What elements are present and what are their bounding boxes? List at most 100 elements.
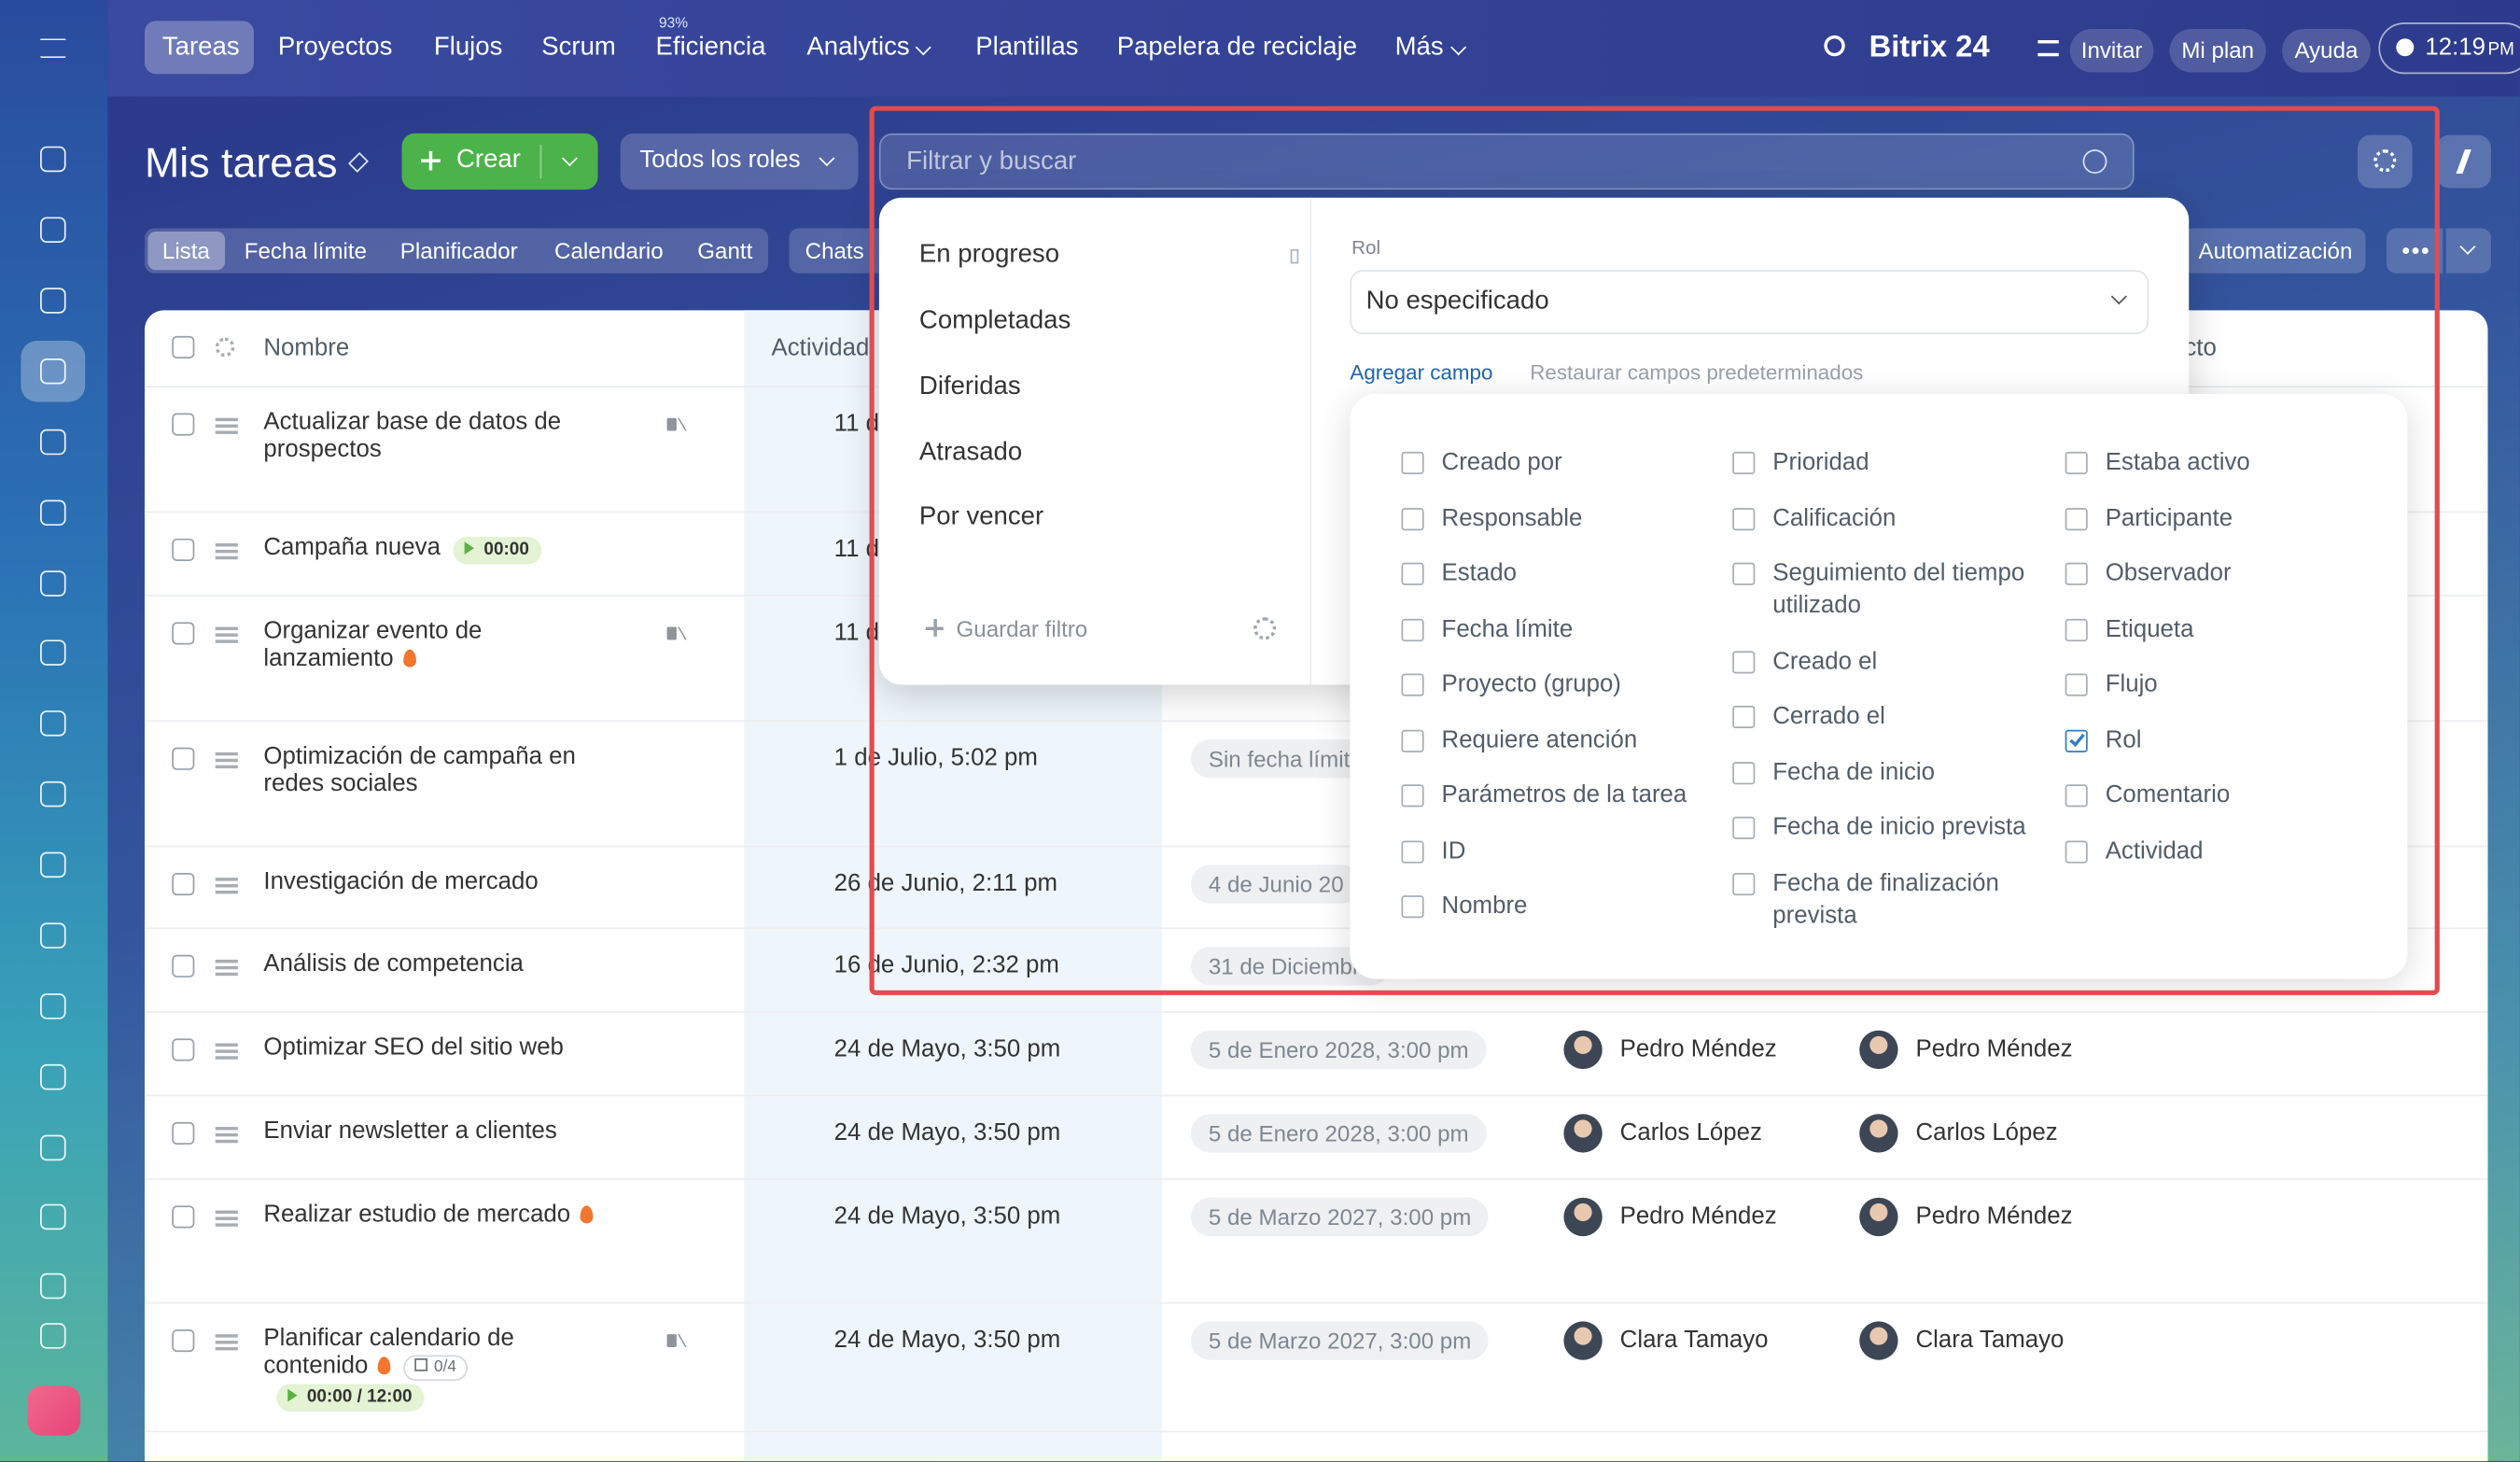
clock[interactable]: 12:19 PM: [2378, 22, 2520, 75]
field-option[interactable]: Fecha límite: [1401, 613, 1722, 645]
responsible-name[interactable]: Clara Tamayo: [1619, 1326, 1769, 1354]
field-option[interactable]: Calificación: [1732, 502, 2053, 534]
view-tab[interactable]: Fecha límite: [244, 237, 368, 264]
checkbox[interactable]: [172, 1038, 195, 1061]
field-option[interactable]: Estado: [1401, 557, 1722, 589]
sidebar-icon[interactable]: [40, 993, 66, 1019]
task-name[interactable]: Investigación de mercado: [263, 868, 609, 895]
sidebar-icon[interactable]: [40, 640, 66, 666]
task-name[interactable]: Enviar newsletter a clientes: [263, 1118, 609, 1145]
search-bar[interactable]: Filtrar y buscar: [878, 133, 2135, 190]
filter-preset[interactable]: Por vencer: [918, 502, 1044, 531]
restore-fields[interactable]: Restaurar campos predeterminados: [1530, 359, 1864, 385]
sidebar-icon[interactable]: [40, 1323, 66, 1349]
deadline-pill[interactable]: 4 de Junio 20: [1190, 865, 1362, 904]
sidebar-icon[interactable]: [40, 499, 66, 527]
nav-item[interactable]: Plantillas: [975, 34, 1079, 62]
automation-button[interactable]: [2436, 134, 2491, 189]
view-tab[interactable]: Planificador: [399, 237, 518, 264]
field-option[interactable]: ID: [1401, 836, 1722, 867]
checkbox[interactable]: [172, 1205, 195, 1229]
checkbox[interactable]: [172, 538, 195, 561]
sidebar-icon[interactable]: [40, 288, 66, 314]
nav-button[interactable]: Invitar: [2069, 28, 2154, 73]
filter-preset[interactable]: En progreso: [918, 241, 1060, 269]
creator-name[interactable]: Carlos López: [1915, 1118, 2058, 1146]
deadline-pill[interactable]: 5 de Marzo 2027, 3:00 pm: [1190, 1197, 1490, 1237]
creator-name[interactable]: Clara Tamayo: [1915, 1326, 2065, 1354]
creator-name[interactable]: Pedro Méndez: [1915, 1202, 2073, 1230]
task-name[interactable]: Análisis de competencia: [263, 950, 609, 977]
checkbox[interactable]: [172, 747, 195, 770]
sidebar-icon[interactable]: [40, 429, 66, 456]
field-option[interactable]: Etiqueta: [2065, 613, 2387, 645]
creator-name[interactable]: Pedro Méndez: [1915, 1034, 2073, 1063]
save-filter[interactable]: Guardar filtro: [956, 615, 1088, 642]
filter-preset[interactable]: Completadas: [918, 306, 1071, 335]
nav-item[interactable]: Eficiencia: [655, 34, 766, 62]
field-option[interactable]: Observador: [2065, 557, 2387, 589]
mute-icon[interactable]: [666, 626, 677, 640]
role-select[interactable]: No especificado: [1350, 270, 2149, 335]
field-option[interactable]: Parámetros de la tarea: [1401, 780, 1722, 811]
field-option[interactable]: Responsable: [1401, 502, 1722, 534]
settings-button[interactable]: [2358, 134, 2413, 189]
field-option[interactable]: Proyecto (grupo): [1401, 668, 1722, 700]
sidebar-icon[interactable]: [40, 570, 66, 597]
deadline-pill[interactable]: 5 de Enero 2028, 3:00 pm: [1190, 1030, 1487, 1070]
view-tab[interactable]: Gantt: [697, 237, 753, 264]
deadline-pill[interactable]: 5 de Enero 2028, 3:00 pm: [1190, 1114, 1487, 1153]
nav-item[interactable]: Proyectos: [277, 34, 393, 62]
field-option[interactable]: Participante: [2065, 502, 2387, 534]
add-field[interactable]: Agregar campo: [1350, 359, 1493, 385]
nav-button[interactable]: Mi plan: [2169, 28, 2266, 73]
nav-item[interactable]: Flujos: [433, 34, 503, 62]
view-tab[interactable]: Lista: [161, 237, 210, 264]
field-option[interactable]: Requiere atención: [1401, 724, 1722, 756]
sidebar-icon[interactable]: [40, 851, 66, 879]
more-dropdown[interactable]: [2445, 228, 2491, 274]
task-name[interactable]: Planificar calendario de contenido 0/4 00:…: [263, 1325, 609, 1412]
field-option[interactable]: Fecha de finalización prevista: [1732, 867, 2053, 932]
checkbox[interactable]: [172, 622, 195, 645]
sidebar-icon[interactable]: [40, 1203, 66, 1230]
task-name[interactable]: Realizar estudio de mercado: [263, 1201, 609, 1229]
field-option[interactable]: Rol: [2065, 724, 2387, 756]
nav-item[interactable]: Papelera de reciclaje: [1116, 34, 1358, 62]
sidebar-icon[interactable]: [40, 710, 66, 737]
checkbox[interactable]: [172, 1121, 195, 1145]
field-option[interactable]: Fecha de inicio prevista: [1732, 812, 2053, 844]
sidebar-icon[interactable]: [40, 217, 66, 244]
field-option[interactable]: Flujo: [2065, 668, 2387, 700]
filter-preset[interactable]: Atrasado: [918, 439, 1023, 467]
field-option[interactable]: Creado por: [1401, 447, 1722, 479]
field-option[interactable]: Estaba activo: [2065, 447, 2387, 479]
field-option[interactable]: Comentario: [2065, 780, 2387, 811]
field-option[interactable]: Nombre: [1401, 891, 1722, 922]
create-button[interactable]: Crear: [401, 133, 598, 190]
field-option[interactable]: Creado el: [1732, 645, 2053, 677]
sidebar-icon[interactable]: [40, 1272, 66, 1300]
select-all-checkbox[interactable]: [172, 335, 195, 358]
pin-icon[interactable]: [1290, 248, 1299, 264]
field-option[interactable]: Prioridad: [1732, 447, 2053, 479]
checkbox[interactable]: [172, 1329, 195, 1353]
checkbox[interactable]: [172, 954, 195, 977]
roles-button[interactable]: Todos los roles: [620, 133, 859, 190]
responsible-name[interactable]: Carlos López: [1619, 1118, 1762, 1146]
launch-button[interactable]: [27, 1385, 81, 1436]
search-icon[interactable]: [1824, 35, 1845, 57]
mute-icon[interactable]: [666, 417, 677, 431]
checkbox[interactable]: [172, 413, 195, 436]
sidebar-icon[interactable]: [40, 780, 66, 808]
field-option[interactable]: Seguimiento del tiempo utilizado: [1732, 557, 2053, 622]
field-option[interactable]: Actividad: [2065, 836, 2387, 867]
more-button[interactable]: [2387, 228, 2443, 274]
nav-button[interactable]: Ayuda: [2282, 28, 2371, 73]
gear-icon[interactable]: [1253, 617, 1277, 640]
nav-item[interactable]: Más: [1394, 34, 1444, 62]
checkbox[interactable]: [172, 872, 195, 896]
sidebar-icon[interactable]: [40, 922, 66, 949]
menu-icon[interactable]: [40, 38, 66, 58]
task-name[interactable]: Optimizar SEO del sitio web: [263, 1033, 609, 1061]
